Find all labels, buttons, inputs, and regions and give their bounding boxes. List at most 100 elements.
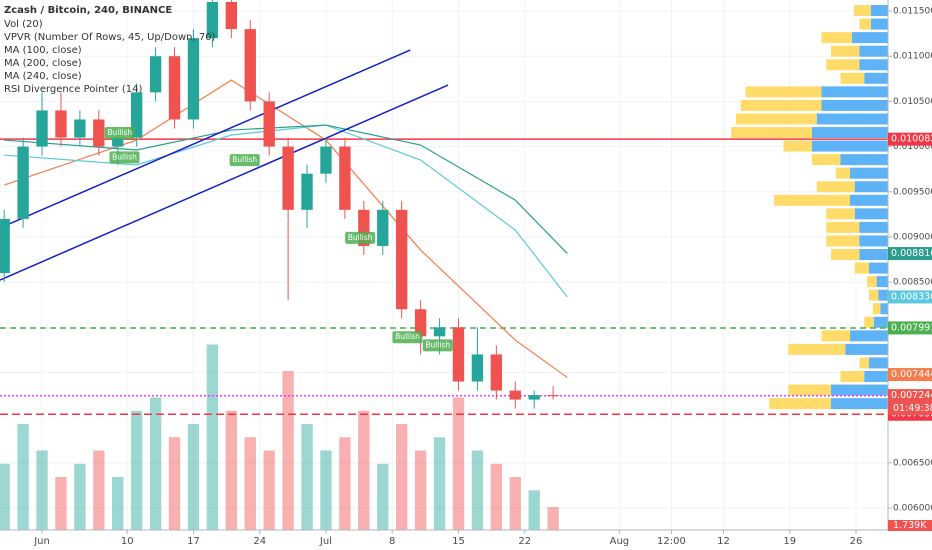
volume-bar <box>206 344 219 530</box>
price-label: 0.008336 <box>891 291 932 302</box>
profile-up-bar <box>850 167 888 179</box>
x-tick-label: 22 <box>518 536 531 547</box>
price-label-bg <box>888 389 932 403</box>
profile-down-bar <box>788 384 831 396</box>
volume-bar <box>244 437 256 530</box>
volume-bar <box>396 424 408 530</box>
profile-up-bar <box>870 5 888 17</box>
y-tick-label: 0.010500 <box>893 97 932 107</box>
profile-down-bar <box>783 140 812 152</box>
volume-bar <box>0 463 10 530</box>
profile-up-bar <box>859 235 888 247</box>
price-label: 0.007244 <box>891 390 932 401</box>
profile-down-bar <box>840 72 865 84</box>
y-tick-label: 0.011500 <box>893 7 932 17</box>
candle-body <box>301 173 313 210</box>
profile-down-bar <box>840 371 865 383</box>
volume-bar <box>74 463 86 530</box>
plot-area: Bullish Bullish Bullish Bullish Bullish Bulli… <box>0 0 888 530</box>
candle-body <box>225 1 238 30</box>
countdown-bg <box>888 402 932 416</box>
annotation-box <box>104 127 135 140</box>
x-tick-label: 12 <box>717 536 730 547</box>
x-tick-label: 24 <box>253 536 266 547</box>
volume-bar <box>301 424 313 530</box>
profile-down-bar <box>826 235 860 247</box>
profile-down-bar <box>859 18 871 30</box>
profile-up-bar <box>821 99 888 111</box>
countdown: 01:49:38 <box>893 403 932 414</box>
profile-down-bar <box>826 221 860 233</box>
candle-body <box>377 209 389 246</box>
x-tick-label: Jul <box>319 536 332 547</box>
y-tick-label: 0.011000 <box>893 52 932 62</box>
profile-down-bar <box>869 289 879 301</box>
profile-down-bar <box>872 303 881 315</box>
profile-down-bar <box>812 154 841 166</box>
trend-line <box>0 49 411 229</box>
profile-up-bar <box>859 45 888 57</box>
trend-line <box>0 84 449 281</box>
price-label-bg <box>888 368 932 382</box>
volume-bar <box>36 450 48 530</box>
volume-bar <box>320 450 332 530</box>
profile-up-bar <box>821 86 888 98</box>
profile-up-bar <box>859 59 888 71</box>
x-tick-label: 10 <box>121 536 134 547</box>
annotation-box <box>422 339 453 352</box>
candle-body <box>547 395 559 397</box>
annotation-box <box>109 151 140 164</box>
profile-up-bar <box>840 154 888 166</box>
profile-up-bar <box>859 221 888 233</box>
candle-body <box>244 29 256 102</box>
candle-body <box>130 92 143 138</box>
candle-body <box>471 354 484 382</box>
profile-down-bar <box>826 208 855 220</box>
x-tick-label: 17 <box>187 536 200 547</box>
x-tick-label: Aug <box>610 536 630 547</box>
profile-down-bar <box>864 316 874 328</box>
volume-bar <box>547 506 559 530</box>
legend-item: MA (240, close) <box>4 71 82 82</box>
annotation-box <box>229 154 260 167</box>
annotation: Bullish <box>395 332 420 341</box>
profile-up-bar <box>876 276 888 288</box>
candle-body <box>55 110 67 138</box>
annotation: Bullish <box>425 340 450 349</box>
chart-title: Zcash / Bitcoin, 240, BINANCE <box>4 5 172 16</box>
candle-body <box>282 146 294 210</box>
profile-down-bar <box>731 127 812 139</box>
candle-body <box>0 218 10 274</box>
volume-bar <box>55 477 67 530</box>
x-tick-label: 12:00 <box>657 536 686 547</box>
volume-label: 1.739K <box>893 520 927 531</box>
candle-body <box>320 146 332 174</box>
x-tick-label: Jun <box>33 536 50 547</box>
price-label: 0.007444 <box>891 369 932 380</box>
volume-bar <box>17 424 29 530</box>
profile-up-bar <box>850 330 888 342</box>
profile-up-bar <box>831 384 888 396</box>
y-tick-label: 0.009500 <box>893 187 932 197</box>
annotation: Bullish <box>107 128 132 137</box>
volume-bar <box>130 410 143 530</box>
profile-down-bar <box>821 330 850 342</box>
profile-up-bar <box>878 289 888 301</box>
y-tick-label: 0.010000 <box>893 142 932 152</box>
profile-up-bar <box>854 181 888 193</box>
profile-up-bar <box>869 357 888 369</box>
candle-body <box>187 38 200 120</box>
profile-up-bar <box>812 127 888 139</box>
candle-body <box>396 209 408 310</box>
candle-body <box>358 209 370 246</box>
legend: Zcash / Bitcoin, 240, BINANCE Vol (20) V… <box>4 5 216 95</box>
profile-down-bar <box>816 181 855 193</box>
volume-label-bg <box>888 520 932 531</box>
volume-bar <box>282 371 294 530</box>
y-tick-label: 0.006000 <box>893 504 932 514</box>
candle-body <box>206 1 219 39</box>
candle-body <box>149 56 162 93</box>
annotation: Bullish <box>232 155 257 164</box>
profile-down-bar <box>835 167 850 179</box>
profile-up-bar <box>831 398 888 410</box>
